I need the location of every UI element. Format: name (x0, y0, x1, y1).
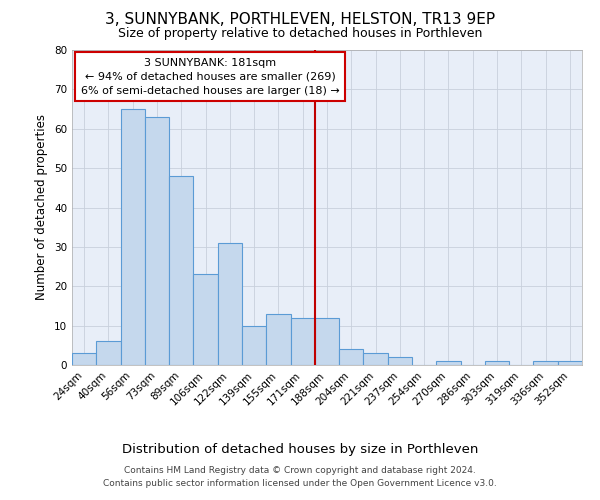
Bar (339, 349, 364, 365)
Bar (242, 326, 266, 365)
Bar (436, 361, 461, 365)
Bar (388, 357, 412, 365)
Bar (533, 361, 558, 365)
Bar (96, 342, 121, 365)
Bar (72, 353, 96, 365)
Text: 3 SUNNYBANK: 181sqm
← 94% of detached houses are smaller (269)
6% of semi-detach: 3 SUNNYBANK: 181sqm ← 94% of detached ho… (81, 58, 340, 96)
Bar (193, 274, 218, 365)
Bar (315, 318, 339, 365)
Bar (364, 353, 388, 365)
Text: Distribution of detached houses by size in Porthleven: Distribution of detached houses by size … (122, 442, 478, 456)
Text: Size of property relative to detached houses in Porthleven: Size of property relative to detached ho… (118, 28, 482, 40)
Bar (145, 117, 169, 365)
Bar (121, 109, 145, 365)
Bar (266, 314, 290, 365)
Text: Contains HM Land Registry data © Crown copyright and database right 2024.
Contai: Contains HM Land Registry data © Crown c… (103, 466, 497, 487)
Bar (218, 243, 242, 365)
Bar (290, 318, 315, 365)
Bar (485, 361, 509, 365)
Bar (169, 176, 193, 365)
Text: 3, SUNNYBANK, PORTHLEVEN, HELSTON, TR13 9EP: 3, SUNNYBANK, PORTHLEVEN, HELSTON, TR13 … (105, 12, 495, 28)
Y-axis label: Number of detached properties: Number of detached properties (35, 114, 49, 300)
Bar (558, 361, 582, 365)
